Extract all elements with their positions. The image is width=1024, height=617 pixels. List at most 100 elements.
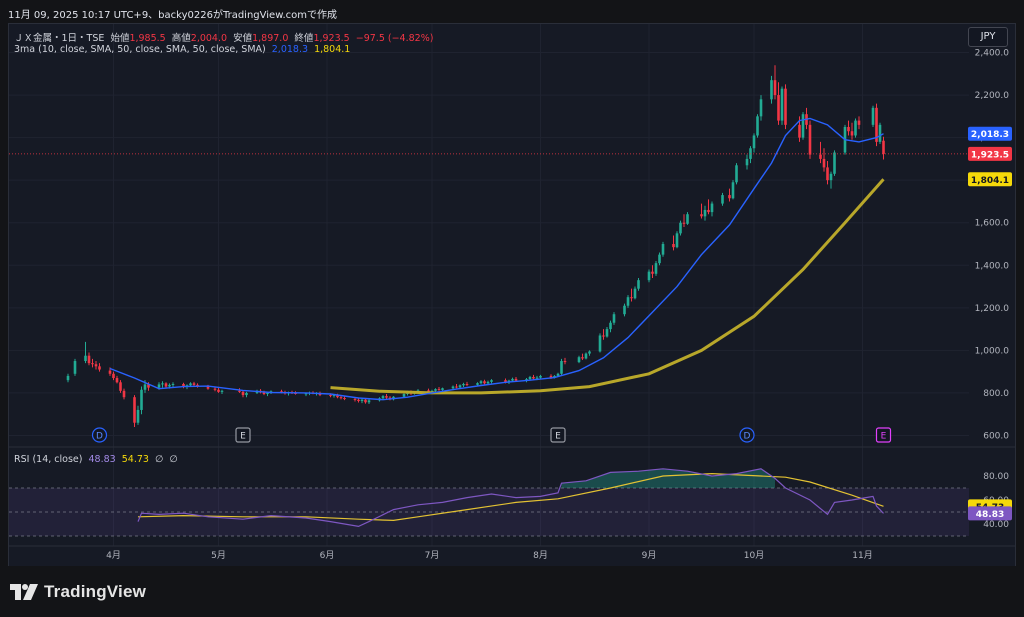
rsi-tick-label: 80.00	[983, 472, 1009, 482]
price-tick-label: 2,200.0	[975, 91, 1010, 101]
tradingview-logo-icon	[10, 584, 38, 600]
candle-body	[241, 391, 245, 396]
candle-body	[871, 107, 875, 125]
time-tick-label: 6月	[320, 550, 335, 561]
event-marker-label: E	[555, 432, 561, 442]
price-tag-box	[968, 126, 1012, 141]
candle-body	[581, 357, 584, 359]
high-label: 高値	[171, 33, 191, 44]
candle-body	[168, 384, 171, 387]
candle-body	[539, 375, 542, 378]
dividend-marker	[739, 427, 755, 443]
price-tick-label: 1,600.0	[975, 219, 1010, 229]
candle-body	[451, 386, 455, 389]
candle-body	[626, 297, 630, 306]
candle-body	[577, 357, 581, 363]
ma-fast-value: 2,018.3	[271, 44, 309, 55]
candle-body	[822, 158, 826, 168]
candle-body	[161, 383, 164, 385]
dividend-marker	[91, 427, 108, 443]
candle-body	[784, 88, 787, 125]
candle-body	[245, 392, 248, 396]
candle-body	[164, 383, 168, 387]
candle-body	[630, 297, 633, 299]
rsi-extra-1: ∅	[155, 454, 164, 465]
candle-body	[686, 214, 689, 224]
candle-body	[710, 203, 714, 213]
currency-button[interactable]: JPY	[968, 27, 1008, 47]
open-value: 1,985.5	[129, 33, 166, 44]
candle-body	[171, 384, 175, 385]
candle-body	[808, 124, 812, 155]
candle-body	[514, 378, 518, 381]
ma-slow-line	[330, 178, 885, 395]
candle-body	[780, 88, 784, 121]
moving-averages	[9, 117, 969, 401]
candle-body	[147, 384, 150, 388]
candle-body	[584, 353, 588, 359]
candle-body	[707, 209, 710, 213]
candle-body	[304, 393, 308, 395]
event-marker-label: E	[240, 432, 246, 442]
rsi-line	[137, 468, 884, 528]
candle-body	[882, 140, 885, 154]
candle-body	[633, 288, 637, 299]
candle-body	[108, 370, 112, 374]
close-value: 1,923.5	[313, 33, 350, 44]
price-tick-label: 1,200.0	[975, 304, 1010, 314]
high-value: 2,004.0	[190, 33, 228, 44]
candle-body	[560, 361, 563, 374]
candle-body	[385, 396, 388, 398]
earnings-marker	[235, 427, 251, 443]
candle-body	[602, 335, 605, 337]
candle-body	[623, 305, 626, 315]
candle-body	[609, 322, 612, 330]
change-value: −97.5 (−4.82%)	[355, 33, 434, 44]
candle-body	[532, 376, 535, 379]
event-marker-label: E	[881, 432, 887, 442]
price-tick-label: 600.0	[983, 431, 1009, 441]
candle-body	[598, 335, 602, 352]
rsi-ma-value: 54.73	[121, 454, 149, 465]
rsi-extra-2: ∅	[169, 454, 178, 465]
candle-body	[735, 165, 738, 183]
candle-body	[833, 152, 836, 174]
candle-body	[777, 95, 780, 121]
price-tag-label: 1,804.1	[971, 176, 1009, 186]
low-label: 安値	[233, 33, 253, 44]
candle-body	[364, 399, 367, 403]
candle-body	[654, 263, 658, 274]
candle-body	[458, 385, 462, 388]
candle-body	[682, 222, 686, 224]
ma-fast-line	[109, 117, 884, 401]
candle-body	[98, 366, 101, 370]
candle-body	[455, 386, 458, 388]
rsi-tag-box	[968, 506, 1012, 521]
symbol-name: ＪＸ金属・1日・TSE	[14, 33, 105, 44]
created-by-line: 11月 09, 2025 10:17 UTC+9、backy0226がTradi…	[8, 10, 337, 21]
candle-body	[553, 375, 556, 378]
time-tick-label: 8月	[533, 550, 548, 561]
candle-body	[637, 280, 640, 289]
rsi-legend-text: RSI (14, close)	[14, 454, 83, 465]
candle-body	[721, 195, 724, 204]
earnings-marker	[875, 427, 892, 443]
price-tick-label: 1,400.0	[975, 261, 1010, 271]
candle-body	[140, 389, 143, 410]
footer	[0, 566, 1024, 617]
candle-body	[756, 116, 759, 136]
price-tag-label: 2,018.3	[971, 130, 1009, 140]
time-tick-label: 5月	[211, 550, 226, 561]
price-tick-label: 2,400.0	[975, 49, 1010, 59]
gridlines	[9, 24, 969, 546]
candle-body	[549, 375, 553, 378]
candle-body	[353, 398, 357, 400]
tradingview-logo[interactable]: TradingView	[10, 582, 146, 602]
candle-body	[857, 120, 861, 125]
candle-body	[854, 120, 857, 136]
time-tick-label: 7月	[425, 550, 440, 561]
candle-body	[336, 395, 339, 398]
candle-body	[182, 384, 185, 387]
rsi-tag-label: 48.83	[976, 510, 1004, 520]
